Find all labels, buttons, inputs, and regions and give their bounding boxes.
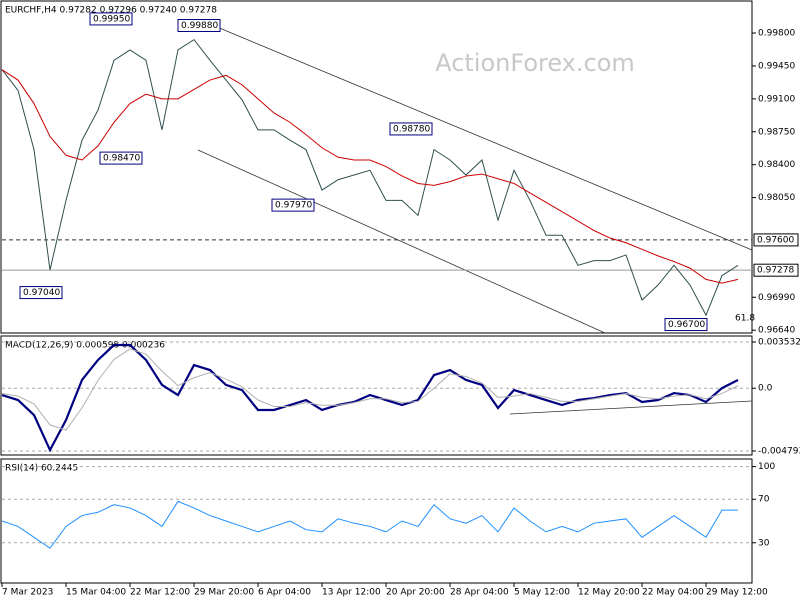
price-annotation-box [389,122,433,136]
y-tick-label: 30 [758,538,770,548]
y-tick-label: 0.99450 [758,61,795,71]
level-label: 0.97600 [757,235,794,245]
y-tick-label: 0.0 [758,384,773,394]
rsi-panel [0,458,753,584]
x-tick-label: 29 May 12:00 [706,588,768,598]
price-annotation-box [271,198,315,212]
price-annotation: 0.97040 [23,288,60,298]
rsi-title: RSI(14) 60.2445 [5,464,78,474]
y-tick-label: 0.003532 [758,337,800,347]
price-title: EURCHF,H4 0.97282 0.97296 0.97240 0.9727… [5,6,217,16]
y-tick-label: 0.99800 [758,29,795,39]
price-annotation-box [664,318,708,332]
x-tick-label: 15 Mar 04:00 [66,588,126,598]
series-line [1,348,739,431]
x-tick-label: 7 Mar 2023 [2,588,53,598]
x-tick-label: 5 May 12:00 [514,588,570,598]
price-annotation: 0.96700 [668,320,705,330]
price-annotation-box [99,151,143,165]
y-tick-label: 0.98750 [758,127,795,137]
price-panel [0,0,753,334]
x-tick-label: 22 May 04:00 [642,588,704,598]
channel-lower [197,149,606,334]
price-annotation-box [19,286,63,300]
y-tick-label: 0.96990 [758,293,795,303]
price-annotation-box [89,12,133,26]
y-tick-label: 0.99100 [758,94,795,104]
fib-label: 61.8 [735,314,755,324]
channel-upper [204,21,753,251]
x-tick-label: 29 Mar 20:00 [194,588,254,598]
macd-title: MACD(12,26,9) 0.000598 0.000236 [5,341,165,351]
series-line [1,38,739,317]
price-annotation: 0.98470 [103,154,140,164]
y-tick-label: 100 [758,462,775,472]
series-line [1,343,739,453]
price-annotation: 0.98780 [393,124,430,134]
level-box [753,263,799,277]
x-tick-label: 28 Apr 04:00 [450,588,509,598]
y-tick-label: 0.96640 [758,326,795,336]
price-annotation: 0.99950 [93,14,130,24]
x-tick-label: 20 Apr 20:00 [386,588,445,598]
level-label: 0.97278 [757,266,794,276]
macd-panel [0,335,753,456]
x-tick-label: 6 Apr 04:00 [258,588,311,598]
series-line [1,500,738,549]
y-tick-label: 70 [758,495,770,505]
macd-trendline [509,400,753,415]
y-tick-label: -0.004793 [758,446,800,456]
series-line [1,69,739,284]
x-tick-label: 13 Apr 12:00 [322,588,381,598]
x-tick-label: 12 May 20:00 [578,588,640,598]
y-tick-label: 0.98400 [758,160,795,170]
y-tick-label: 0.98050 [758,193,795,203]
price-annotation: 0.99880 [181,21,218,31]
price-annotation: 0.97970 [275,201,312,211]
price-annotation-box [177,19,221,33]
x-tick-label: 22 Mar 12:00 [130,588,190,598]
watermark: ActionForex.com [435,49,635,77]
level-box [753,233,799,247]
